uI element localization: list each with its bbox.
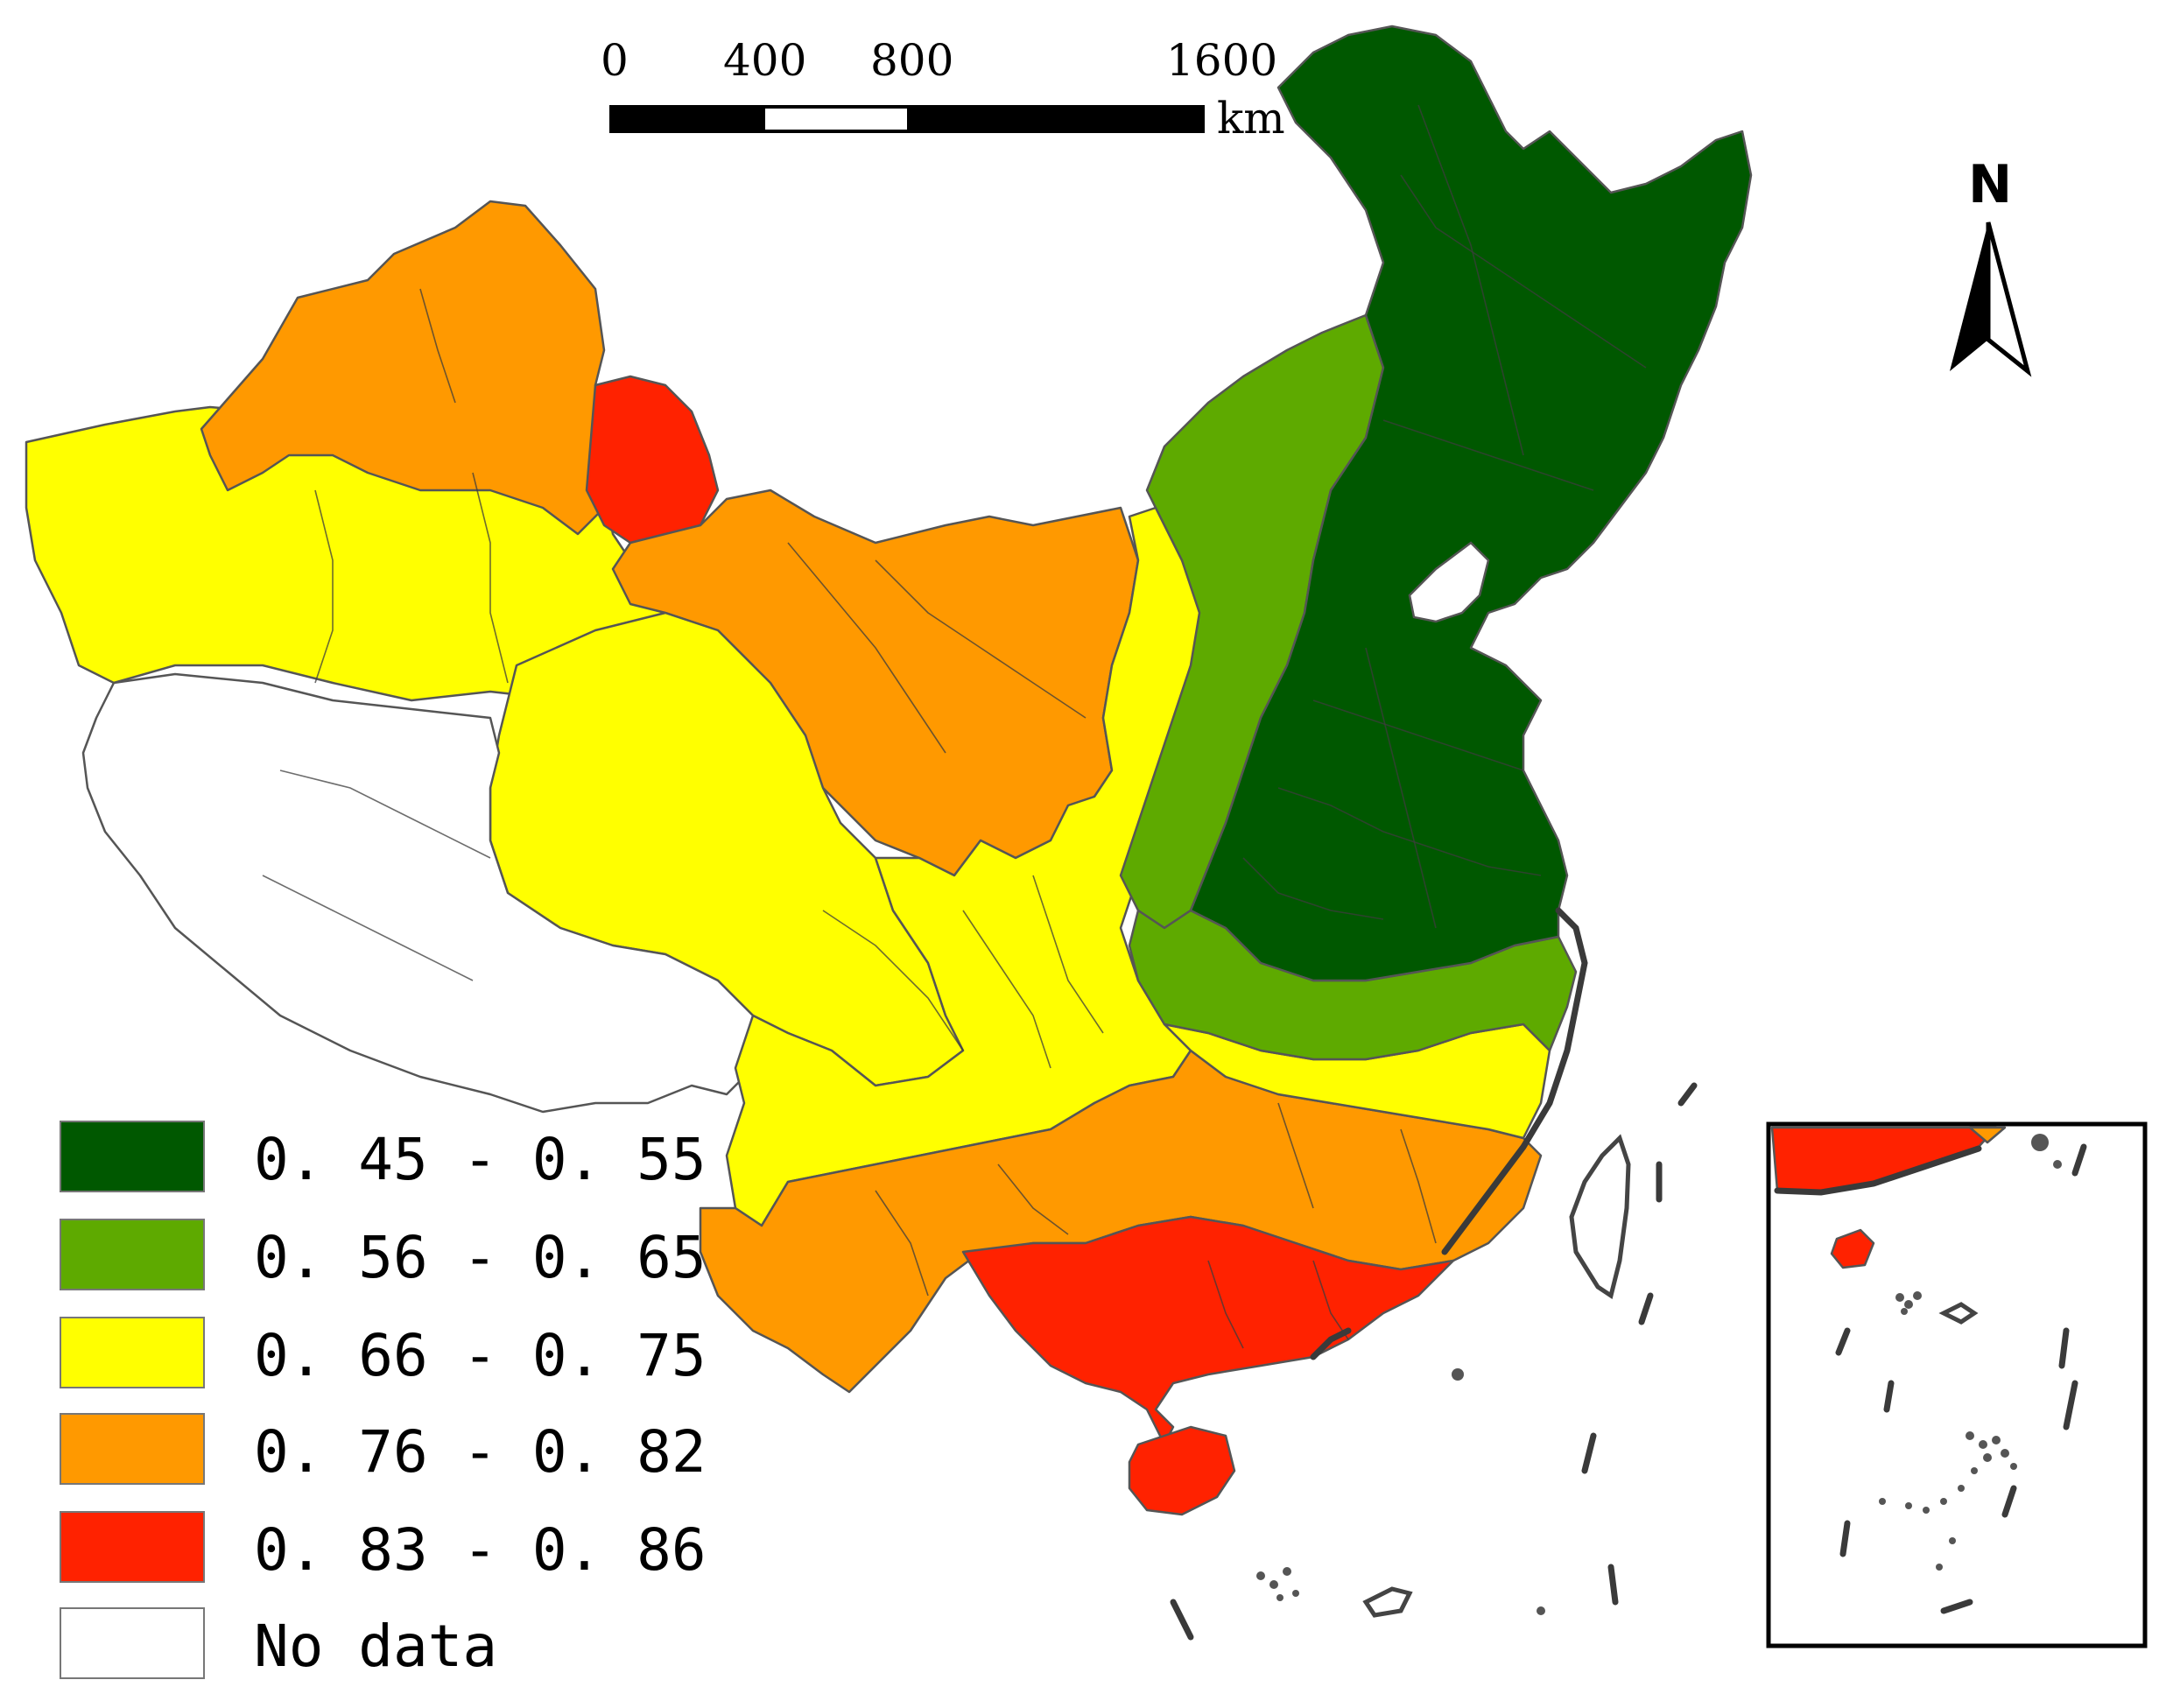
legend-item: 0. 56 - 0. 65 [60, 1219, 760, 1292]
south-sea-island-outline [1362, 1586, 1413, 1618]
legend-label: 0. 45 - 0. 55 [254, 1126, 707, 1193]
scale-tick-0: 0 [601, 35, 629, 86]
legend-swatch [60, 1317, 205, 1388]
main-map-islands [1256, 1368, 1545, 1615]
scale-tick-800: 800 [870, 35, 954, 86]
legend-item: 0. 66 - 0. 75 [60, 1317, 760, 1390]
region-altay [585, 375, 720, 545]
region-south-band [699, 1049, 1543, 1394]
north-arrow-icon [1950, 221, 2032, 377]
sub-boundaries [262, 104, 1647, 1349]
region-hainan [1128, 1425, 1236, 1516]
taiwan [1569, 1134, 1631, 1300]
bohai-sea [1408, 541, 1490, 623]
nine-dash-line-main [1170, 1082, 1698, 1641]
legend-label: 0. 66 - 0. 75 [254, 1322, 707, 1389]
legend-label: 0. 83 - 0. 86 [254, 1516, 707, 1584]
legend-swatch [60, 1511, 205, 1583]
scale-unit: km [1217, 93, 1285, 144]
scale-bar-segment-white [765, 109, 907, 130]
scale-bar [609, 105, 1205, 133]
north-label: N [1968, 154, 2013, 215]
legend-label: 0. 56 - 0. 65 [254, 1224, 707, 1291]
legend-swatch [60, 1121, 205, 1192]
legend-swatch [60, 1607, 205, 1679]
legend-item: 0. 83 - 0. 86 [60, 1511, 760, 1585]
legend-item: 0. 45 - 0. 55 [60, 1121, 760, 1194]
legend-item: 0. 76 - 0. 82 [60, 1413, 760, 1487]
legend-swatch [60, 1413, 205, 1485]
legend-swatch [60, 1219, 205, 1290]
region-northeast-dark-green [1189, 25, 1753, 982]
inset-south-china-sea [1766, 1121, 2148, 1648]
legend-label: No data [254, 1613, 498, 1680]
scale-tick-400: 400 [723, 35, 807, 86]
region-tibet [81, 672, 755, 1114]
scale-tick-1600: 1600 [1166, 35, 1278, 86]
coastline [1310, 907, 1588, 1360]
legend-item: No data [60, 1607, 760, 1681]
legend-label: 0. 76 - 0. 82 [254, 1418, 707, 1486]
